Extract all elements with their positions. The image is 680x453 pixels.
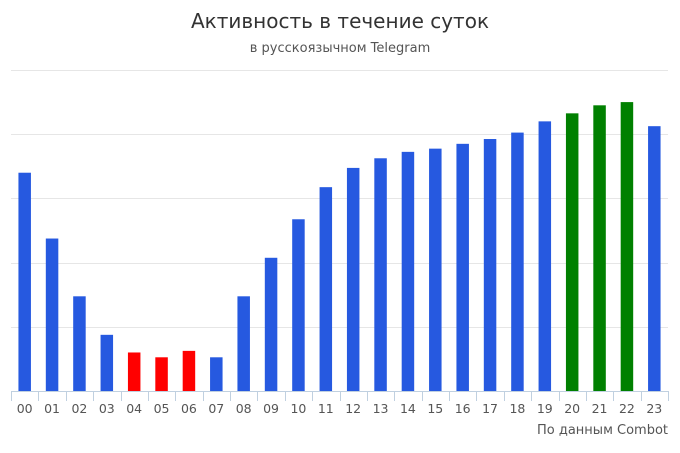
x-tick-label: 11 (318, 401, 334, 416)
bar-09 (264, 257, 278, 391)
bar-13 (374, 158, 387, 391)
chart-title: Активность в течение суток (191, 9, 489, 33)
bar-07 (210, 357, 223, 391)
x-tick-label: 07 (208, 401, 224, 416)
bar-11 (319, 187, 333, 391)
bar-16 (456, 143, 469, 391)
x-tick-label: 23 (646, 401, 662, 416)
x-tick-label: 04 (126, 401, 142, 416)
x-tick-label: 22 (619, 401, 635, 416)
bar-20 (565, 113, 579, 392)
x-tick-label: 12 (345, 401, 361, 416)
x-tick-label: 16 (455, 401, 471, 416)
x-tick-label: 13 (373, 401, 389, 416)
x-tick-label: 05 (154, 401, 170, 416)
x-tick-label: 01 (44, 401, 60, 416)
bar-03 (100, 334, 114, 391)
x-tick-label: 18 (509, 401, 525, 416)
bar-00 (18, 172, 31, 391)
x-axis: 00 01 02 03 04 05 06 07 08 09 10 11 12 13 14 15 16 17 18 19… (11, 391, 669, 416)
x-tick-label: 09 (263, 401, 279, 416)
x-tick-label: 19 (537, 401, 553, 416)
bar-06 (182, 350, 196, 391)
bar-12 (346, 167, 360, 391)
x-tick-label: 14 (400, 401, 416, 416)
x-tick-label: 06 (181, 401, 197, 416)
chart-subtitle: в русскоязычном Telegram (250, 41, 430, 56)
bar-05 (155, 357, 168, 391)
bar-18 (511, 132, 524, 391)
x-tick-label: 17 (482, 401, 498, 416)
bar-08 (237, 296, 250, 391)
x-tick-label: 15 (427, 401, 443, 416)
bar-17 (483, 139, 497, 391)
bar-21 (593, 105, 606, 391)
chart-credit: По данным Combot (537, 423, 668, 438)
x-tick-label: 00 (17, 401, 33, 416)
x-tick-label: 02 (71, 401, 87, 416)
bar-10 (292, 219, 305, 391)
bar-series (18, 102, 661, 392)
bar-19 (538, 121, 552, 392)
bar-15 (429, 148, 442, 391)
x-tick-label: 21 (592, 401, 608, 416)
x-tick-label: 20 (564, 401, 580, 416)
bar-04 (127, 352, 141, 391)
bar-22 (620, 102, 634, 391)
bar-23 (648, 126, 661, 392)
x-tick-label: 10 (290, 401, 306, 416)
bar-02 (73, 296, 86, 391)
x-tick-label: 08 (236, 401, 252, 416)
grid-lines (11, 70, 668, 392)
bar-01 (45, 238, 59, 391)
x-tick-label: 03 (99, 401, 115, 416)
bar-14 (401, 151, 415, 391)
